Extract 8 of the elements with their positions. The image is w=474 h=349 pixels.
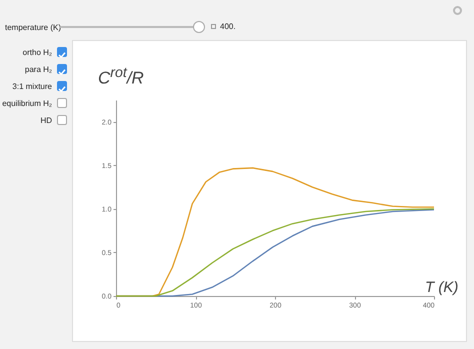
text: para H₂ (24, 65, 52, 74)
text: 3:1 mixture (12, 82, 52, 91)
text: equilibrium H₂ (2, 99, 52, 108)
text: ortho H₂ (22, 48, 52, 57)
text: 400. (220, 22, 236, 31)
text: HD (40, 116, 52, 125)
y-axis-title: C$^{rot}$/R (98, 65, 144, 89)
x-axis-title: T (K) (425, 279, 458, 296)
